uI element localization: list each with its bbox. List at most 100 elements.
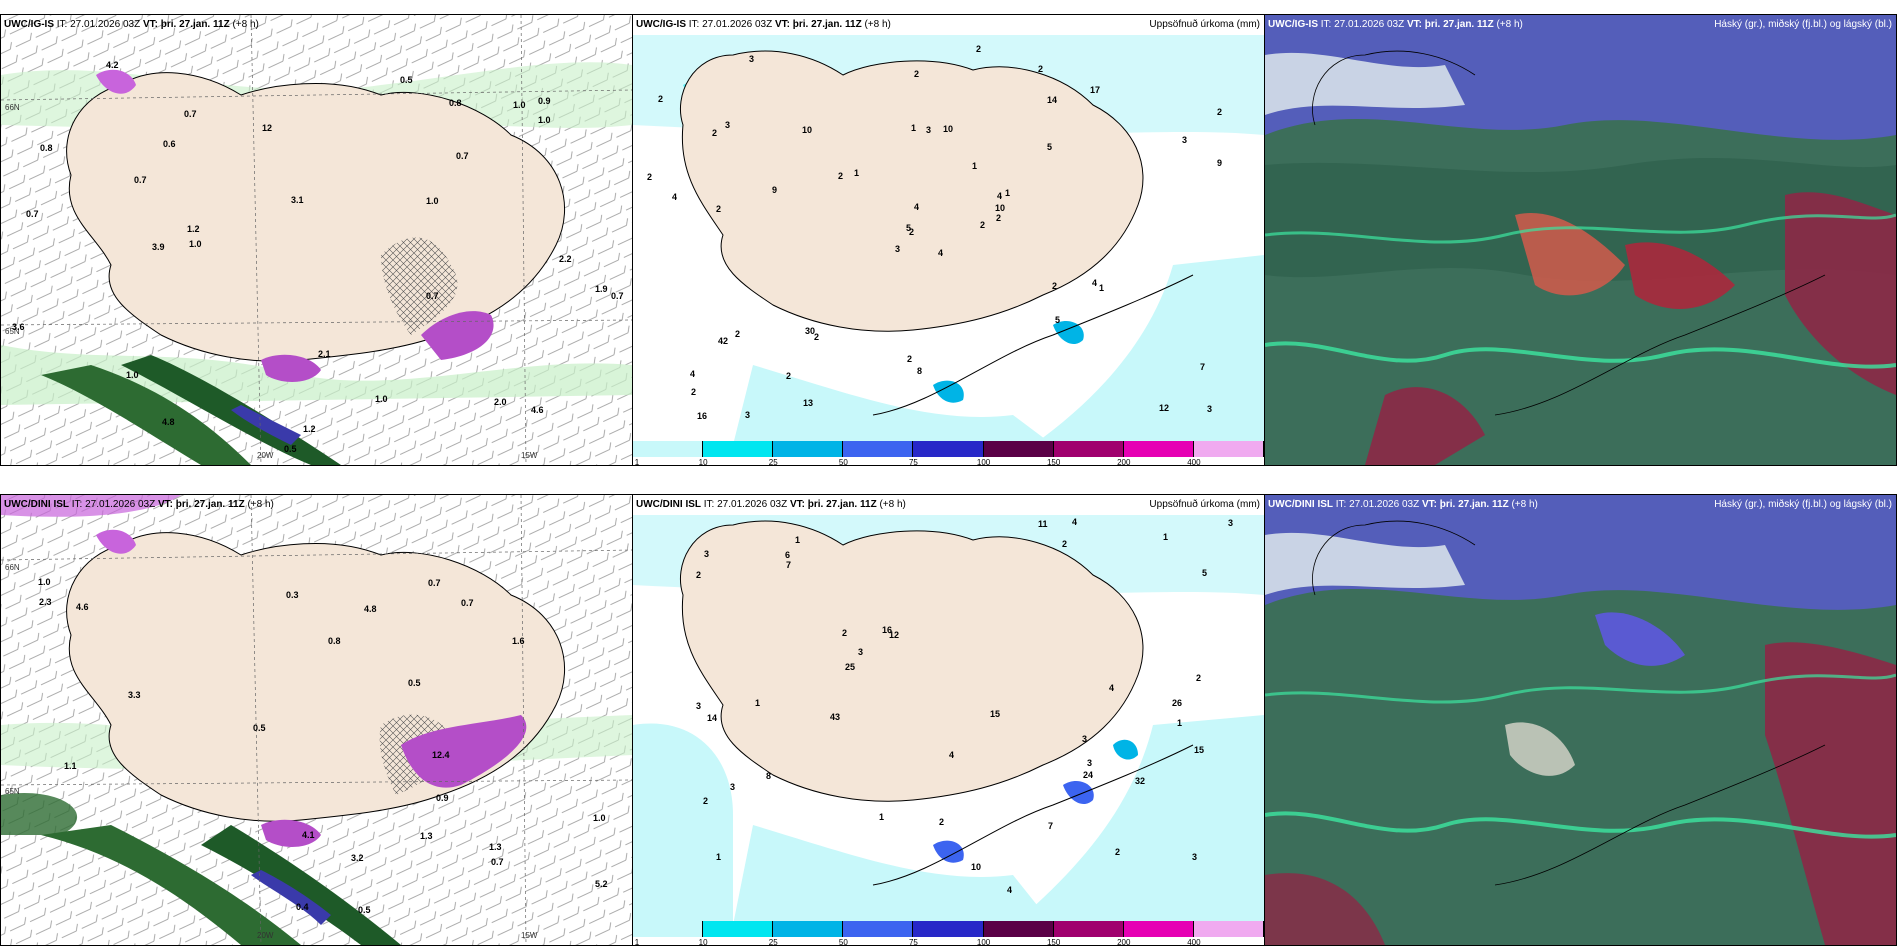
value-label: 0.8 <box>328 636 341 646</box>
value-label: 3.6 <box>12 322 25 332</box>
value-label: 2.3 <box>39 597 52 607</box>
value-label: 0.5 <box>358 905 371 915</box>
value-label: 2 <box>647 172 653 182</box>
colorbar-tick-label: 100 <box>976 938 991 946</box>
value-label: 1 <box>1099 283 1105 293</box>
lon-label: 15W <box>521 451 538 460</box>
value-label: 2 <box>907 354 913 364</box>
value-label: 9 <box>1217 158 1223 168</box>
map-canvas <box>633 35 1264 445</box>
colorbar-cell <box>983 441 1054 457</box>
colorbar-cell <box>1123 441 1194 457</box>
value-label: 2.2 <box>559 254 572 264</box>
value-label: 17 <box>1090 85 1101 95</box>
colorbar-tick-label: 10 <box>698 938 708 946</box>
colorbar-tick-label: 10 <box>698 458 708 466</box>
value-label: 24 <box>1083 770 1094 780</box>
value-label: 2 <box>842 628 848 638</box>
blue-precip-cell <box>231 405 301 445</box>
value-label: 16 <box>697 411 708 421</box>
value-label: 4 <box>1007 885 1013 895</box>
value-label: 0.7 <box>184 109 197 119</box>
lat-label: 65N <box>5 327 20 336</box>
value-label: 1 <box>1005 188 1011 198</box>
value-label: 3 <box>1192 852 1198 862</box>
value-label: 1.0 <box>38 577 51 587</box>
value-label: 9 <box>772 185 778 195</box>
value-label: 32 <box>1135 776 1146 786</box>
colorbar-cell <box>1123 921 1194 937</box>
value-label: 2 <box>814 332 820 342</box>
hatched-area <box>381 237 458 335</box>
colorbar-tick-label: 150 <box>1046 938 1061 946</box>
panel-right-title: Háský (gr.), miðský (fj.bl.) og lágský (… <box>1714 499 1892 510</box>
value-label: 1.2 <box>303 424 316 434</box>
panel-right-title: Uppsöfnuð úrkoma (mm) <box>1149 499 1260 510</box>
colorbar-tick-label: 150 <box>1046 458 1061 466</box>
value-label: 3 <box>696 701 702 711</box>
value-label: 2.0 <box>494 397 507 407</box>
value-label: 4.8 <box>162 417 175 427</box>
value-label: 0.7 <box>491 857 504 867</box>
dark-green-band <box>41 365 251 465</box>
lat-label: 66N <box>5 563 20 572</box>
value-label: 15 <box>990 709 1001 719</box>
value-label: 1 <box>972 161 978 171</box>
colorbar-cell <box>843 921 914 937</box>
value-label: 3.9 <box>152 242 165 252</box>
value-label: 0.7 <box>134 175 147 185</box>
colorbar-cell <box>703 921 774 937</box>
iceland-landmass <box>679 50 1144 332</box>
value-label: 0.8 <box>40 143 53 153</box>
value-label: 0.5 <box>284 444 297 454</box>
value-label: 1 <box>911 123 917 133</box>
value-label: 3 <box>926 125 932 135</box>
value-label: 12 <box>1159 403 1170 413</box>
value-label: 0.5 <box>400 75 413 85</box>
value-label: 12 <box>889 630 900 640</box>
colorbar-tick-label: 100 <box>976 458 991 466</box>
lon-label: 15W <box>521 931 538 940</box>
iceland-landmass <box>679 520 1144 802</box>
value-label: 4 <box>690 369 696 379</box>
colorbar-cell <box>703 441 774 457</box>
panel-title: UWC/DINI ISL IT: 27.01.2026 03Z VT: þri.… <box>1268 499 1538 510</box>
value-label: 3 <box>1182 135 1188 145</box>
value-label: 3 <box>1082 734 1088 744</box>
value-label: 3 <box>725 120 731 130</box>
panel-bottom-middle-precip: UWC/DINI ISL IT: 27.01.2026 03Z VT: þri.… <box>632 494 1265 946</box>
colorbar-cell <box>1193 441 1264 457</box>
value-label: 14 <box>1047 95 1058 105</box>
colorbar-tick-label: 75 <box>908 458 918 466</box>
value-label: 1.3 <box>420 831 433 841</box>
colorbar-cell <box>1053 441 1124 457</box>
value-label: 5 <box>1055 315 1061 325</box>
colorbar-cell <box>773 441 844 457</box>
value-label: 12.4 <box>432 750 450 760</box>
value-label: 11 <box>1038 519 1048 529</box>
value-label: 3 <box>895 244 901 254</box>
panel-top-middle-precip: UWC/IG-IS IT: 27.01.2026 03Z VT: þri. 27… <box>632 14 1265 466</box>
panel-bottom-right-clouds: UWC/DINI ISL IT: 27.01.2026 03Z VT: þri.… <box>1264 494 1897 946</box>
value-label: 0.9 <box>436 793 449 803</box>
value-label: 1.0 <box>538 115 551 125</box>
value-label: 3 <box>749 54 755 64</box>
colorbar-cell <box>633 441 704 457</box>
value-label: 1.0 <box>426 196 439 206</box>
value-label: 0.7 <box>426 291 439 301</box>
value-label: 1.0 <box>593 813 606 823</box>
value-label: 0.5 <box>253 723 266 733</box>
panel-title: UWC/DINI ISL IT: 27.01.2026 03Z VT: þri.… <box>4 499 274 510</box>
value-label: 5 <box>906 223 912 233</box>
value-label: 4 <box>949 750 955 760</box>
value-label: 13 <box>803 398 814 408</box>
value-label: 1 <box>879 812 885 822</box>
colorbar-tick-label: 50 <box>838 938 848 946</box>
value-label: 1 <box>795 535 801 545</box>
value-label: 2 <box>838 171 844 181</box>
value-label: 4.6 <box>76 602 89 612</box>
colorbar-tick-label: 200 <box>1117 458 1131 466</box>
value-label: 0.7 <box>611 291 624 301</box>
panel-title: UWC/IG-IS IT: 27.01.2026 03Z VT: þri. 27… <box>1268 19 1523 30</box>
value-label: 2 <box>1062 539 1068 549</box>
